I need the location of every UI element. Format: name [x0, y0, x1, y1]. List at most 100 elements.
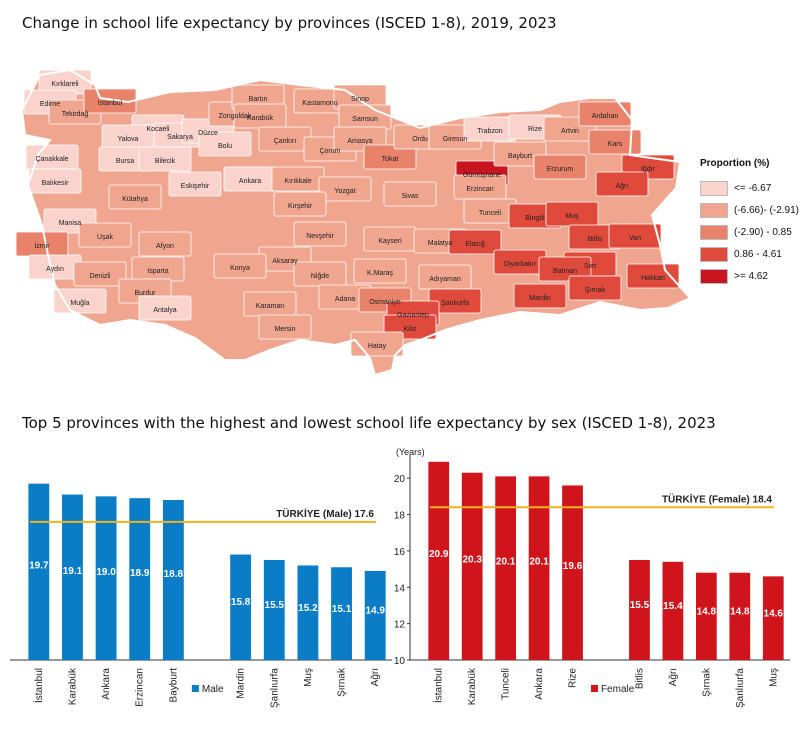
province-label: Yalova	[118, 136, 139, 143]
bar	[95, 496, 117, 660]
legend-swatch	[700, 246, 728, 262]
province-label: Elazığ	[465, 241, 485, 248]
category-label: Bayburt	[168, 668, 179, 703]
province-label: Ardahan	[592, 113, 619, 120]
y-tick-label: 14	[394, 583, 406, 594]
bar	[461, 472, 483, 660]
province-label: Balıkesir	[42, 180, 70, 187]
category-label: Ağrı	[370, 668, 381, 686]
legend-label: >= 4.62	[734, 270, 768, 282]
province-label: Muş	[565, 213, 579, 220]
province-label: Çanakkale	[35, 156, 68, 163]
province-regions	[15, 69, 680, 357]
province-label: Bursa	[116, 158, 134, 165]
data-label: 20.9	[429, 549, 449, 560]
province-region	[608, 223, 662, 249]
province-label: Kütahya	[122, 196, 148, 203]
province-label: Bingöl	[525, 215, 545, 222]
province-label: Ordu	[412, 136, 428, 143]
bar	[428, 461, 450, 660]
y-tick-label: 12	[394, 620, 406, 631]
map-title: Change in school life expectancy by prov…	[22, 14, 557, 32]
province-label: Hakkari	[641, 275, 665, 282]
province-region	[588, 129, 642, 155]
province-region	[273, 191, 327, 217]
data-label: 19.6	[563, 561, 583, 572]
province-label: Konya	[230, 265, 250, 272]
province-label: Uşak	[97, 234, 113, 241]
legend-item: (-6.66)- (-2.91)	[700, 199, 799, 221]
bar	[695, 572, 717, 660]
data-label: 15.1	[332, 604, 352, 615]
province-label: Şanlıurfa	[441, 300, 469, 307]
bar	[629, 560, 650, 660]
category-label: Tunceli	[501, 668, 512, 700]
province-region	[293, 221, 347, 247]
province-label: Kars	[608, 141, 623, 148]
data-label: 19.0	[96, 567, 116, 578]
province-label: Manisa	[59, 220, 82, 227]
series-legend-swatch	[590, 685, 598, 692]
legend-swatch	[700, 202, 728, 218]
province-region	[198, 131, 252, 157]
province-label: Tekirdağ	[62, 111, 89, 118]
province-label: Çorum	[319, 148, 340, 155]
province-label: Yozgat	[334, 188, 355, 195]
y-tick-label: 20	[394, 474, 406, 485]
bar	[331, 567, 352, 660]
province-label: Adana	[335, 296, 355, 303]
data-label: 14.8	[697, 607, 717, 618]
category-label: Muş	[768, 668, 779, 687]
category-label: Bitlis	[634, 668, 645, 689]
province-label: Karabük	[247, 115, 274, 122]
data-label: 15.2	[298, 603, 318, 614]
bar	[263, 560, 285, 660]
province-label: Bayburt	[508, 153, 532, 160]
province-label: Niğde	[311, 273, 329, 280]
bar-chart-panel: 19.7 İstanbul 19.1 Karabük 19.0 Ankara 18.9 Erz…	[10, 483, 392, 708]
province-region	[138, 146, 192, 172]
province-label: İzmir	[34, 241, 50, 250]
province-label: Kayseri	[378, 238, 402, 245]
category-label: Şırnak	[337, 667, 348, 697]
province-label: Adıyaman	[429, 276, 461, 283]
data-label: 18.8	[164, 569, 184, 580]
bar	[230, 554, 252, 660]
country-border	[20, 68, 692, 377]
province-region	[73, 261, 127, 287]
province-region	[568, 275, 622, 301]
province-region	[383, 181, 437, 207]
legend-item: (-2.90) - 0.85	[700, 221, 799, 243]
province-label: Kocaeli	[147, 126, 170, 133]
province-label: Ankara	[239, 178, 261, 185]
province-label: Artvin	[561, 128, 579, 135]
legend-item: 0.86 - 4.61	[700, 243, 799, 265]
bar	[662, 561, 684, 660]
data-label: 20.3	[462, 555, 482, 566]
province-region	[168, 171, 222, 197]
province-region	[493, 141, 547, 167]
province-label: Çankırı	[274, 138, 297, 145]
category-label: Şanlıurfa	[735, 668, 746, 708]
province-label: Bitlis	[588, 236, 603, 243]
province-region	[138, 231, 192, 257]
bar	[729, 572, 751, 660]
series-legend-label: Female	[601, 684, 635, 695]
province-label: Denizli	[89, 273, 110, 280]
category-label: Şırnak	[701, 667, 712, 697]
province-region	[138, 295, 192, 321]
province-region	[363, 144, 417, 170]
province-region	[538, 256, 592, 282]
legend-title: Proportion (%)	[700, 158, 770, 169]
data-label: 20.1	[529, 557, 549, 568]
legend-item: >= 4.62	[700, 265, 799, 287]
province-region	[78, 222, 132, 248]
bar	[364, 570, 386, 660]
province-label: Diyarbakır	[504, 261, 537, 268]
province-region	[318, 176, 372, 202]
province-label: Şırnak	[585, 287, 606, 294]
province-label: Trabzon	[477, 128, 503, 135]
province-label: Samsun	[352, 116, 378, 123]
province-region	[578, 101, 632, 127]
province-label: Amasya	[347, 138, 372, 145]
